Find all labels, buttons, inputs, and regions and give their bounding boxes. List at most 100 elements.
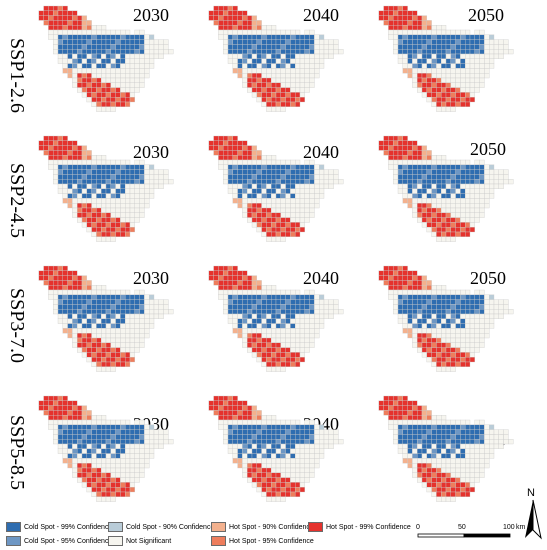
grid-cell	[153, 439, 159, 445]
grid-cell	[129, 448, 135, 454]
grid-cell	[237, 458, 243, 464]
grid-cell	[261, 443, 267, 449]
grid-cell	[271, 448, 277, 454]
grid-cell	[144, 294, 150, 300]
grid-cell	[285, 342, 291, 348]
grid-cell	[251, 352, 257, 358]
grid-cell	[158, 39, 164, 45]
grid-cell	[218, 415, 224, 421]
grid-cell	[436, 68, 442, 74]
grid-cell	[232, 434, 238, 440]
grid-cell	[256, 439, 262, 445]
grid-cell	[232, 183, 238, 189]
grid-cell	[474, 188, 480, 194]
grid-cell	[62, 294, 68, 300]
grid-cell	[299, 357, 305, 363]
grid-cell	[232, 29, 238, 35]
grid-cell	[91, 222, 97, 228]
grid-cell	[412, 39, 418, 45]
grid-cell	[460, 448, 466, 454]
grid-cell	[285, 203, 291, 209]
grid-cell	[280, 92, 286, 98]
grid-cell	[304, 294, 310, 300]
grid-cell	[115, 361, 121, 367]
grid-cell	[129, 299, 135, 305]
grid-cell	[81, 289, 87, 295]
grid-cell	[479, 309, 485, 315]
grid-cell	[465, 44, 471, 50]
grid-cell	[421, 352, 427, 358]
grid-cell	[247, 323, 253, 329]
grid-cell	[441, 304, 447, 310]
grid-cell	[280, 87, 286, 93]
grid-cell	[96, 424, 102, 430]
grid-cell	[412, 164, 418, 170]
grid-cell	[120, 198, 126, 204]
grid-cell	[412, 313, 418, 319]
grid-cell	[431, 217, 437, 223]
grid-cell	[53, 419, 59, 425]
grid-cell	[48, 275, 54, 281]
grid-cell	[426, 207, 432, 213]
grid-cell	[261, 439, 267, 445]
grid-cell	[417, 458, 423, 464]
grid-cell	[417, 309, 423, 315]
grid-cell	[314, 463, 320, 469]
grid-cell	[134, 309, 140, 315]
grid-cell	[469, 467, 475, 473]
grid-cell	[479, 448, 485, 454]
grid-cell	[67, 424, 73, 430]
grid-cell	[465, 87, 471, 93]
grid-cell	[149, 174, 155, 180]
grid-cell	[412, 140, 418, 146]
grid-cell	[158, 44, 164, 50]
grid-cell	[247, 299, 253, 305]
grid-cell	[91, 491, 97, 497]
grid-cell	[125, 73, 131, 79]
grid-cell	[319, 299, 325, 305]
grid-cell	[314, 323, 320, 329]
grid-cell	[105, 87, 111, 93]
grid-cell	[96, 29, 102, 35]
grid-cell	[218, 145, 224, 151]
grid-cell	[299, 424, 305, 430]
grid-cell	[407, 434, 413, 440]
grid-cell	[309, 193, 315, 199]
grid-cell	[91, 361, 97, 367]
grid-cell	[144, 164, 150, 170]
grid-cell	[455, 203, 461, 209]
grid-cell	[266, 34, 272, 40]
grid-cell	[129, 472, 135, 478]
grid-cell	[397, 58, 403, 64]
grid-cell	[412, 207, 418, 213]
grid-cell	[101, 289, 107, 295]
grid-cell	[397, 174, 403, 180]
grid-cell	[91, 328, 97, 334]
grid-cell	[402, 415, 408, 421]
grid-cell	[53, 135, 59, 141]
grid-cell	[314, 439, 320, 445]
grid-cell	[232, 299, 238, 305]
grid-cell	[232, 68, 238, 74]
grid-cell	[101, 328, 107, 334]
grid-cell	[134, 313, 140, 319]
grid-cell	[412, 419, 418, 425]
grid-cell	[417, 323, 423, 329]
grid-cell	[72, 73, 78, 79]
grid-cell	[115, 73, 121, 79]
grid-cell	[129, 309, 135, 315]
grid-cell	[53, 434, 59, 440]
grid-cell	[125, 294, 131, 300]
grid-cell	[247, 333, 253, 339]
grid-cell	[421, 458, 427, 464]
grid-cell	[280, 44, 286, 50]
grid-cell	[397, 44, 403, 50]
grid-cell	[450, 487, 456, 493]
grid-cell	[53, 159, 59, 165]
grid-cell	[271, 333, 277, 339]
grid-cell	[266, 424, 272, 430]
grid-cell	[431, 458, 437, 464]
grid-cell	[441, 289, 447, 295]
grid-cell	[139, 453, 145, 459]
grid-cell	[115, 294, 121, 300]
